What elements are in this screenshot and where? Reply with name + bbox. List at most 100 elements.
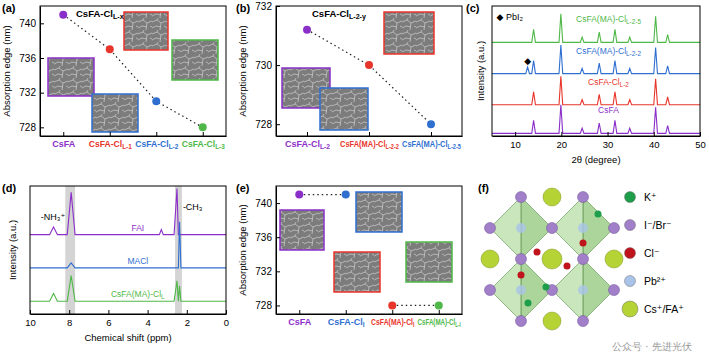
marks — [303, 26, 435, 129]
y-tick-label: 728 — [255, 300, 272, 311]
series-line — [492, 105, 700, 134]
text-part: CsFA-Cl — [182, 139, 215, 149]
pb-sphere — [516, 285, 526, 295]
text-subscript: L-2-2 — [386, 143, 400, 151]
text-part: CsFA-Cl — [285, 139, 320, 149]
x-tick-label: 4 — [145, 317, 150, 328]
cation-sphere — [481, 250, 499, 268]
x-tick-label: CsFA(MA)-ClI — [371, 318, 415, 329]
panel-label: (b) — [236, 2, 250, 14]
x-tick: 10 — [510, 132, 521, 150]
marks — [295, 191, 443, 310]
text-part: CsFA-Cl — [588, 77, 620, 87]
plot-frame — [276, 6, 462, 136]
y-tick: 730 — [255, 60, 280, 71]
text-part: CsFA(MA)-Cl — [418, 317, 456, 327]
data-point — [303, 26, 311, 34]
x-tick-mark — [439, 310, 440, 314]
text-subscript: L-2 — [169, 143, 179, 150]
x-tick: 4 — [145, 310, 150, 328]
y-axis-title: Intensity (a.u.) — [7, 220, 18, 280]
series-label: CsFA(MA)-ClL-2-2 — [576, 46, 641, 57]
halide-sphere — [485, 285, 496, 296]
sem-image — [124, 12, 168, 50]
text-part: CsFA(MA)-Cl — [576, 46, 626, 56]
x-tick-label: CsFA-ClL-2 — [135, 139, 179, 150]
y-axis: 728732736740 — [255, 187, 280, 315]
panel: 1086420Chemical shift (ppm)Intensity (a.… — [7, 186, 229, 343]
series-line — [492, 45, 700, 74]
halide-sphere — [578, 254, 589, 265]
data-point — [435, 301, 443, 309]
cl-sphere — [580, 240, 587, 247]
x-tick-mark — [69, 310, 70, 314]
x-tick: CsFA-ClL-2 — [285, 132, 330, 150]
x-axis-line — [31, 314, 227, 315]
y-tick-label: 740 — [19, 18, 36, 29]
halide-sphere — [609, 223, 620, 234]
plot-frame — [30, 186, 226, 314]
legend-swatch — [622, 301, 638, 317]
panel: 10203040502θ (degree)Intensity (a.u.)CsF… — [475, 6, 706, 165]
halide-sphere — [578, 316, 589, 327]
panel-label: (f) — [478, 182, 489, 194]
annotation: ◆ — [524, 56, 531, 66]
series-label: FAI — [131, 223, 144, 233]
x-tick-mark — [187, 310, 188, 314]
legend-label: Pb²⁺ — [644, 275, 666, 287]
x-tick: 40 — [649, 132, 660, 150]
legend-label: I⁻/Br⁻ — [644, 219, 671, 231]
y-axis-title: Intensity (a.u.) — [475, 41, 486, 101]
x-tick-label: CsFA-ClL-2 — [285, 139, 330, 150]
x-tick-mark — [307, 132, 308, 136]
x-tick-mark — [63, 132, 64, 136]
panel: 728730732CsFA-ClL-2CsFA(MA)-ClL-2-2CsFA(… — [237, 1, 463, 151]
y-tick: 732 — [255, 1, 280, 12]
y-tick-mark — [40, 58, 44, 59]
annotation: -NH₃⁺ — [41, 212, 66, 222]
x-tick: 30 — [603, 132, 614, 150]
cation-sphere — [605, 250, 623, 268]
x-tick: 10 — [25, 310, 36, 328]
plot-frame — [40, 6, 226, 136]
halide-sphere — [547, 223, 558, 234]
k-sphere — [595, 211, 602, 218]
x-tick-mark — [431, 132, 432, 136]
watermark: 公众号 · 先进光伏 — [612, 341, 692, 352]
x-tick-mark — [346, 310, 347, 314]
connector-line — [299, 194, 346, 195]
chart-title: CsFA-ClL-x — [76, 8, 124, 21]
panel-label: (e) — [236, 182, 250, 194]
y-tick-mark — [276, 65, 280, 66]
marks — [492, 14, 700, 134]
x-tick-label: 0 — [224, 317, 229, 328]
x-tick-mark — [561, 132, 562, 136]
x-axis: 1086420 — [25, 310, 229, 328]
data-point — [388, 301, 396, 309]
text-part: CsFA(MA)-Cl — [576, 14, 626, 24]
legend-swatch — [625, 276, 636, 287]
text-part: CsFA(MA)-Cl — [402, 140, 447, 150]
text-subscript: L — [161, 293, 165, 300]
x-axis-line — [493, 136, 701, 137]
x-tick-mark — [608, 132, 609, 136]
figure-svg: 728732736740CsFACsFA-ClL-1CsFA-ClL-2CsFA… — [0, 0, 709, 356]
pb-sphere — [516, 223, 526, 233]
annotation: ◆ PbI₂ — [497, 12, 524, 22]
x-tick-mark — [369, 132, 370, 136]
plot-frame — [492, 6, 700, 136]
cation-sphere — [542, 249, 562, 269]
text-subscript: L-1 — [122, 143, 132, 150]
x-tick-label: 10 — [510, 139, 521, 150]
y-tick: 736 — [255, 232, 280, 243]
legend-label: Cs⁺/FA⁺ — [644, 303, 684, 315]
text-part: CsFA-Cl — [312, 8, 349, 19]
y-tick-mark — [276, 6, 280, 7]
legend-label: K⁺ — [644, 191, 657, 203]
text-subscript: L-2 — [620, 81, 630, 88]
series-label: CsFA-ClL-2 — [588, 77, 629, 88]
series-line — [492, 14, 700, 43]
legend-swatch — [625, 248, 636, 259]
sem-image — [280, 210, 324, 250]
series-line — [30, 189, 226, 235]
